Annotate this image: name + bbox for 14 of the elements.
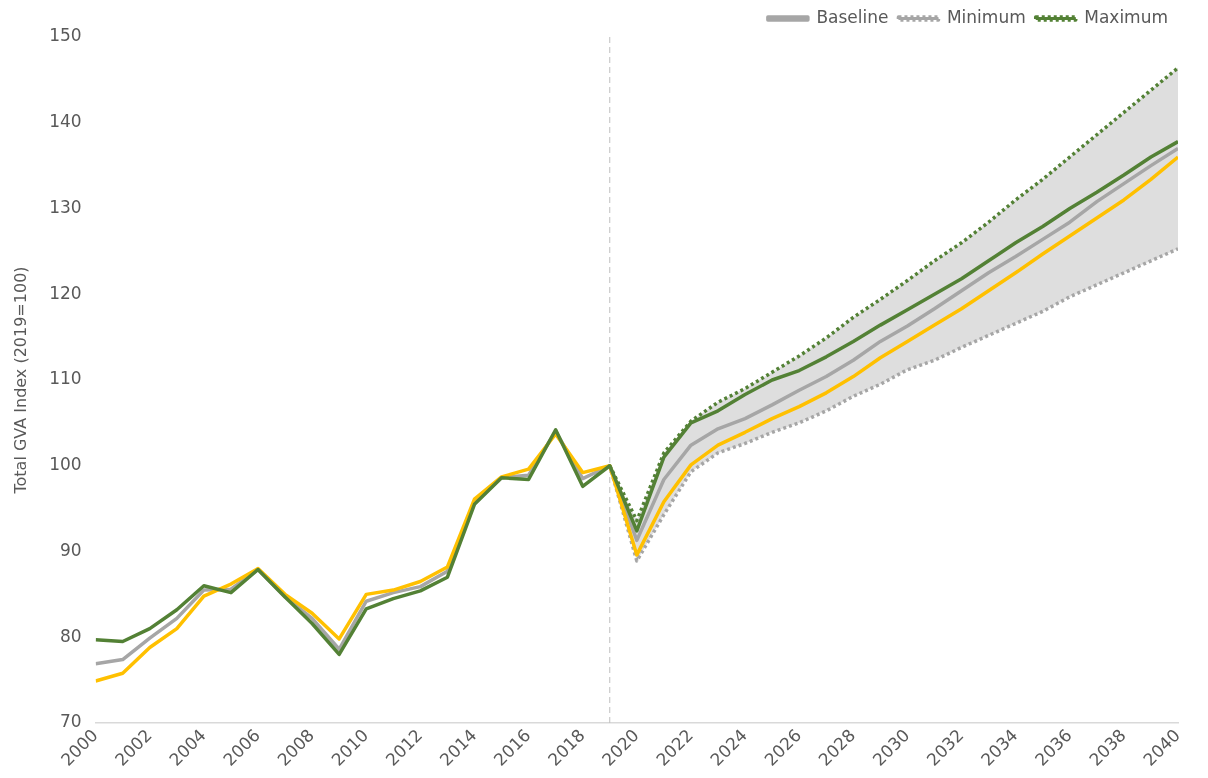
legend-label: Baseline	[816, 6, 889, 27]
y-tick-label: 100	[49, 454, 82, 475]
y-tick-label: 70	[60, 711, 82, 732]
y-tick-label: 140	[49, 111, 82, 132]
y-tick-label: 90	[60, 539, 82, 560]
y-tick-label: 80	[60, 625, 82, 646]
y-axis-title: Total GVA Index (2019=100)	[10, 266, 30, 495]
y-tick-label: 120	[49, 282, 82, 303]
legend-label: Maximum	[1084, 6, 1168, 27]
y-tick-label: 130	[49, 196, 82, 217]
y-tick-label: 150	[49, 25, 82, 46]
legend-label: Minimum	[946, 6, 1026, 27]
y-tick-label: 110	[49, 368, 82, 389]
line-series	[608, 247, 1178, 563]
